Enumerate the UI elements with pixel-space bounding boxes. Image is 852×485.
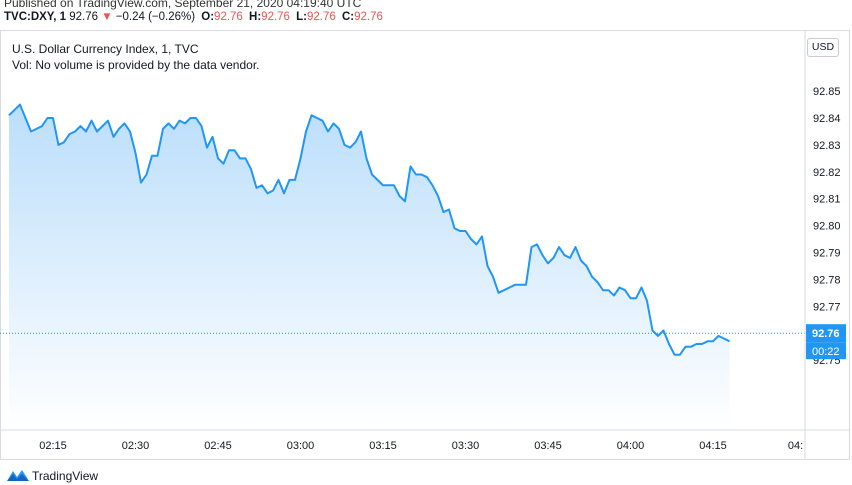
x-tick-label: 02:15 bbox=[39, 440, 67, 452]
high-label: H: bbox=[249, 11, 262, 23]
x-tick-label: 03:45 bbox=[534, 440, 562, 452]
last-price: 92.76 bbox=[69, 11, 98, 23]
volume-note: Vol: No volume is provided by the data v… bbox=[12, 58, 260, 72]
x-tick-label: 03:00 bbox=[287, 440, 315, 452]
y-tick-label: 92.79 bbox=[813, 248, 841, 260]
last-price-badge bbox=[806, 324, 846, 343]
countdown-badge bbox=[806, 342, 846, 360]
price-line bbox=[8, 103, 730, 356]
last-price-label: 92.76 bbox=[812, 328, 840, 340]
published-note: Published on TradingView.com, September … bbox=[4, 0, 362, 10]
y-tick-label: 92.82 bbox=[813, 167, 841, 179]
open-value: 92.76 bbox=[214, 11, 243, 23]
ohlc-header: TVC:DXY, 1 92.76 ▼ −0.24 (−0.26%) O:92.7… bbox=[4, 11, 383, 23]
legend-title: U.S. Dollar Currency Index, 1, TVC bbox=[12, 42, 199, 56]
countdown-label: 00:22 bbox=[812, 346, 840, 358]
close-value: 92.76 bbox=[354, 11, 383, 23]
open-label: O: bbox=[201, 11, 215, 23]
x-tick-label: 04:00 bbox=[617, 440, 645, 452]
x-tick-label: 02:30 bbox=[122, 440, 150, 452]
price-area bbox=[9, 104, 730, 430]
currency-button[interactable]: USD bbox=[807, 38, 839, 57]
price-change: −0.24 (−0.26%) bbox=[115, 11, 196, 23]
low-value: 92.76 bbox=[307, 11, 336, 23]
y-tick-label: 92.81 bbox=[813, 194, 841, 206]
x-tick-label: 02:45 bbox=[204, 440, 232, 452]
y-tick-label: 92.77 bbox=[813, 301, 841, 313]
x-tick-label: 03:30 bbox=[452, 440, 480, 452]
symbol-label: TVC:DXY, 1 bbox=[4, 11, 66, 23]
close-label: C: bbox=[342, 11, 355, 23]
tradingview-logo-icon bbox=[7, 470, 29, 481]
high-value: 92.76 bbox=[261, 11, 290, 23]
x-tick-label: 03:15 bbox=[369, 440, 397, 452]
down-arrow-icon: ▼ bbox=[101, 11, 113, 23]
y-tick-label: 92.78 bbox=[813, 274, 841, 286]
footer-brand: TradingView bbox=[32, 469, 99, 483]
chart-frame bbox=[0, 30, 850, 460]
y-tick-label: 92.83 bbox=[813, 140, 841, 152]
x-tick-label: 04:15 bbox=[699, 440, 727, 452]
x-tick-label: 04: bbox=[788, 440, 803, 452]
y-tick-label: 92.80 bbox=[813, 221, 841, 233]
low-label: L: bbox=[296, 11, 308, 23]
y-tick-label: 92.85 bbox=[813, 86, 841, 98]
y-tick-label: 92.84 bbox=[813, 113, 841, 125]
